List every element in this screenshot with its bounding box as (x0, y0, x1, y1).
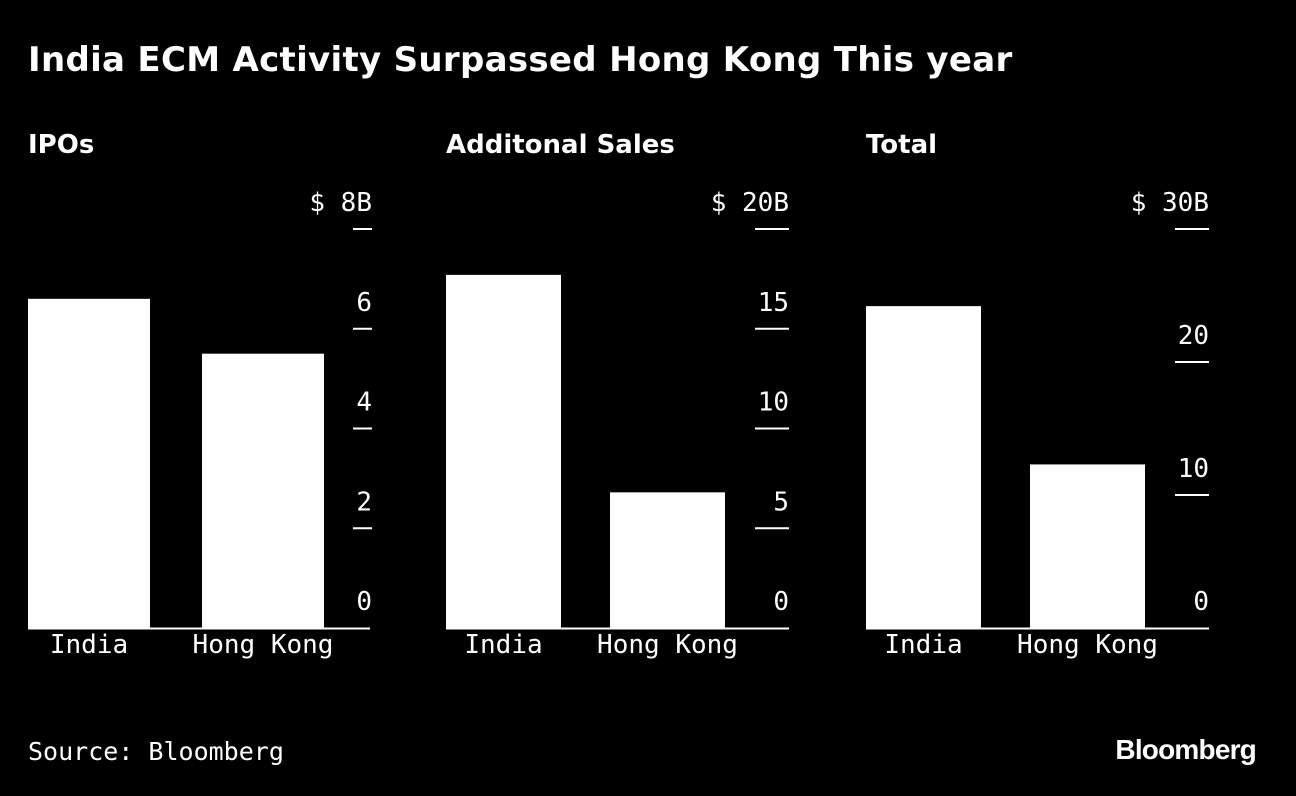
bar-hong-kong (610, 492, 725, 628)
y-tick-label: 2 (356, 487, 372, 517)
y-tick-label: $ 30B (1131, 188, 1209, 218)
category-label: India (50, 630, 128, 660)
bar-hong-kong (1030, 464, 1145, 628)
y-tick-label: $ 20B (711, 188, 789, 218)
y-tick-label: 10 (1178, 454, 1209, 484)
y-tick-label: 10 (758, 388, 789, 418)
y-tick-label: 0 (1193, 587, 1209, 617)
category-label: India (464, 630, 542, 660)
category-label: Hong Kong (193, 630, 334, 660)
panel-0: IPOs India Hong Kong 0 2 4 6 $ 8B (28, 130, 372, 660)
category-label: India (884, 630, 962, 660)
category-label: Hong Kong (1017, 630, 1158, 660)
bar-india (28, 298, 150, 628)
y-tick-label: 0 (356, 587, 372, 617)
panel-2: Total India Hong Kong 0 10 20 $ 30B (866, 130, 1209, 660)
panel-1: Additonal Sales India Hong Kong 0 5 10 15 $ 20B (446, 130, 789, 660)
panel-title: IPOs (28, 130, 94, 160)
y-tick-label: 5 (773, 487, 789, 517)
y-tick-label: 0 (773, 587, 789, 617)
y-tick-label: $ 8B (309, 188, 372, 218)
y-tick-label: 20 (1178, 321, 1209, 351)
bar-india (446, 274, 561, 628)
bar-hong-kong (202, 353, 324, 628)
category-label: Hong Kong (597, 630, 738, 660)
y-tick-label: 4 (356, 388, 372, 418)
chart-title: India ECM Activity Surpassed Hong Kong T… (28, 40, 1013, 80)
panel-title: Total (866, 130, 937, 160)
bar-india (866, 306, 981, 628)
source-note: Source: Bloomberg (28, 737, 284, 766)
bloomberg-logo: Bloomberg (1115, 734, 1256, 765)
y-tick-label: 15 (758, 288, 789, 318)
panel-title: Additonal Sales (446, 130, 675, 160)
y-tick-label: 6 (356, 288, 372, 318)
